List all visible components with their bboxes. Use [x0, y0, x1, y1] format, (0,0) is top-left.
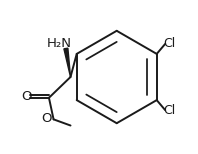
Polygon shape [64, 48, 70, 77]
Text: O: O [41, 112, 52, 125]
Text: H₂N: H₂N [47, 37, 72, 50]
Text: O: O [21, 90, 32, 103]
Text: Cl: Cl [163, 104, 175, 117]
Text: Cl: Cl [163, 37, 175, 50]
